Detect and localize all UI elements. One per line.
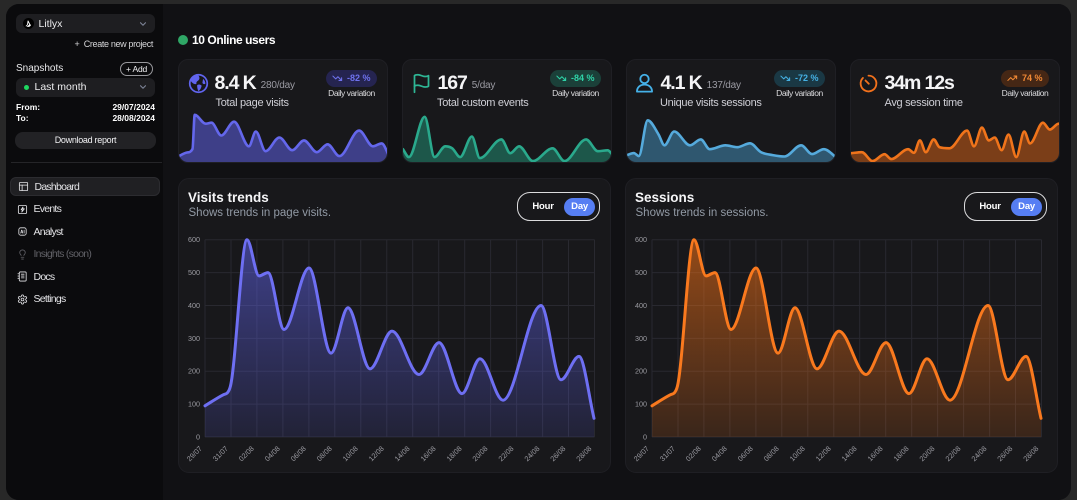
svg-text:500: 500	[188, 268, 200, 277]
svg-text:02/08: 02/08	[237, 444, 256, 463]
svg-text:08/08: 08/08	[762, 444, 781, 463]
svg-text:14/08: 14/08	[840, 444, 859, 463]
svg-text:24/08: 24/08	[969, 444, 988, 463]
svg-text:08/08: 08/08	[315, 444, 334, 463]
svg-text:600: 600	[188, 235, 200, 244]
svg-text:12/08: 12/08	[814, 444, 833, 463]
svg-text:0: 0	[196, 433, 200, 442]
svg-text:31/07: 31/07	[658, 444, 677, 463]
svg-text:04/08: 04/08	[710, 444, 729, 463]
svg-text:400: 400	[188, 301, 200, 310]
svg-text:16/08: 16/08	[419, 444, 438, 463]
svg-text:0: 0	[643, 433, 647, 442]
svg-text:02/08: 02/08	[684, 444, 703, 463]
svg-text:26/08: 26/08	[548, 444, 567, 463]
svg-text:06/08: 06/08	[736, 444, 755, 463]
svg-text:26/08: 26/08	[995, 444, 1014, 463]
svg-text:12/08: 12/08	[367, 444, 386, 463]
svg-text:10/08: 10/08	[788, 444, 807, 463]
svg-text:24/08: 24/08	[522, 444, 541, 463]
svg-text:20/08: 20/08	[917, 444, 936, 463]
svg-text:06/08: 06/08	[289, 444, 308, 463]
svg-text:04/08: 04/08	[263, 444, 282, 463]
svg-text:22/08: 22/08	[496, 444, 515, 463]
svg-text:500: 500	[635, 268, 647, 277]
svg-text:200: 200	[635, 367, 647, 376]
svg-text:29/07: 29/07	[632, 444, 651, 463]
svg-text:600: 600	[635, 235, 647, 244]
svg-text:20/08: 20/08	[470, 444, 489, 463]
svg-text:200: 200	[188, 367, 200, 376]
svg-text:22/08: 22/08	[943, 444, 962, 463]
svg-text:10/08: 10/08	[341, 444, 360, 463]
svg-text:100: 100	[635, 400, 647, 409]
svg-text:28/08: 28/08	[574, 444, 593, 463]
svg-text:31/07: 31/07	[211, 444, 230, 463]
svg-text:300: 300	[188, 334, 200, 343]
svg-text:300: 300	[635, 334, 647, 343]
svg-text:18/08: 18/08	[445, 444, 464, 463]
svg-text:16/08: 16/08	[866, 444, 885, 463]
svg-text:100: 100	[188, 400, 200, 409]
svg-text:400: 400	[635, 301, 647, 310]
svg-text:29/07: 29/07	[185, 444, 204, 463]
svg-text:28/08: 28/08	[1021, 444, 1040, 463]
svg-text:14/08: 14/08	[393, 444, 412, 463]
svg-text:18/08: 18/08	[892, 444, 911, 463]
